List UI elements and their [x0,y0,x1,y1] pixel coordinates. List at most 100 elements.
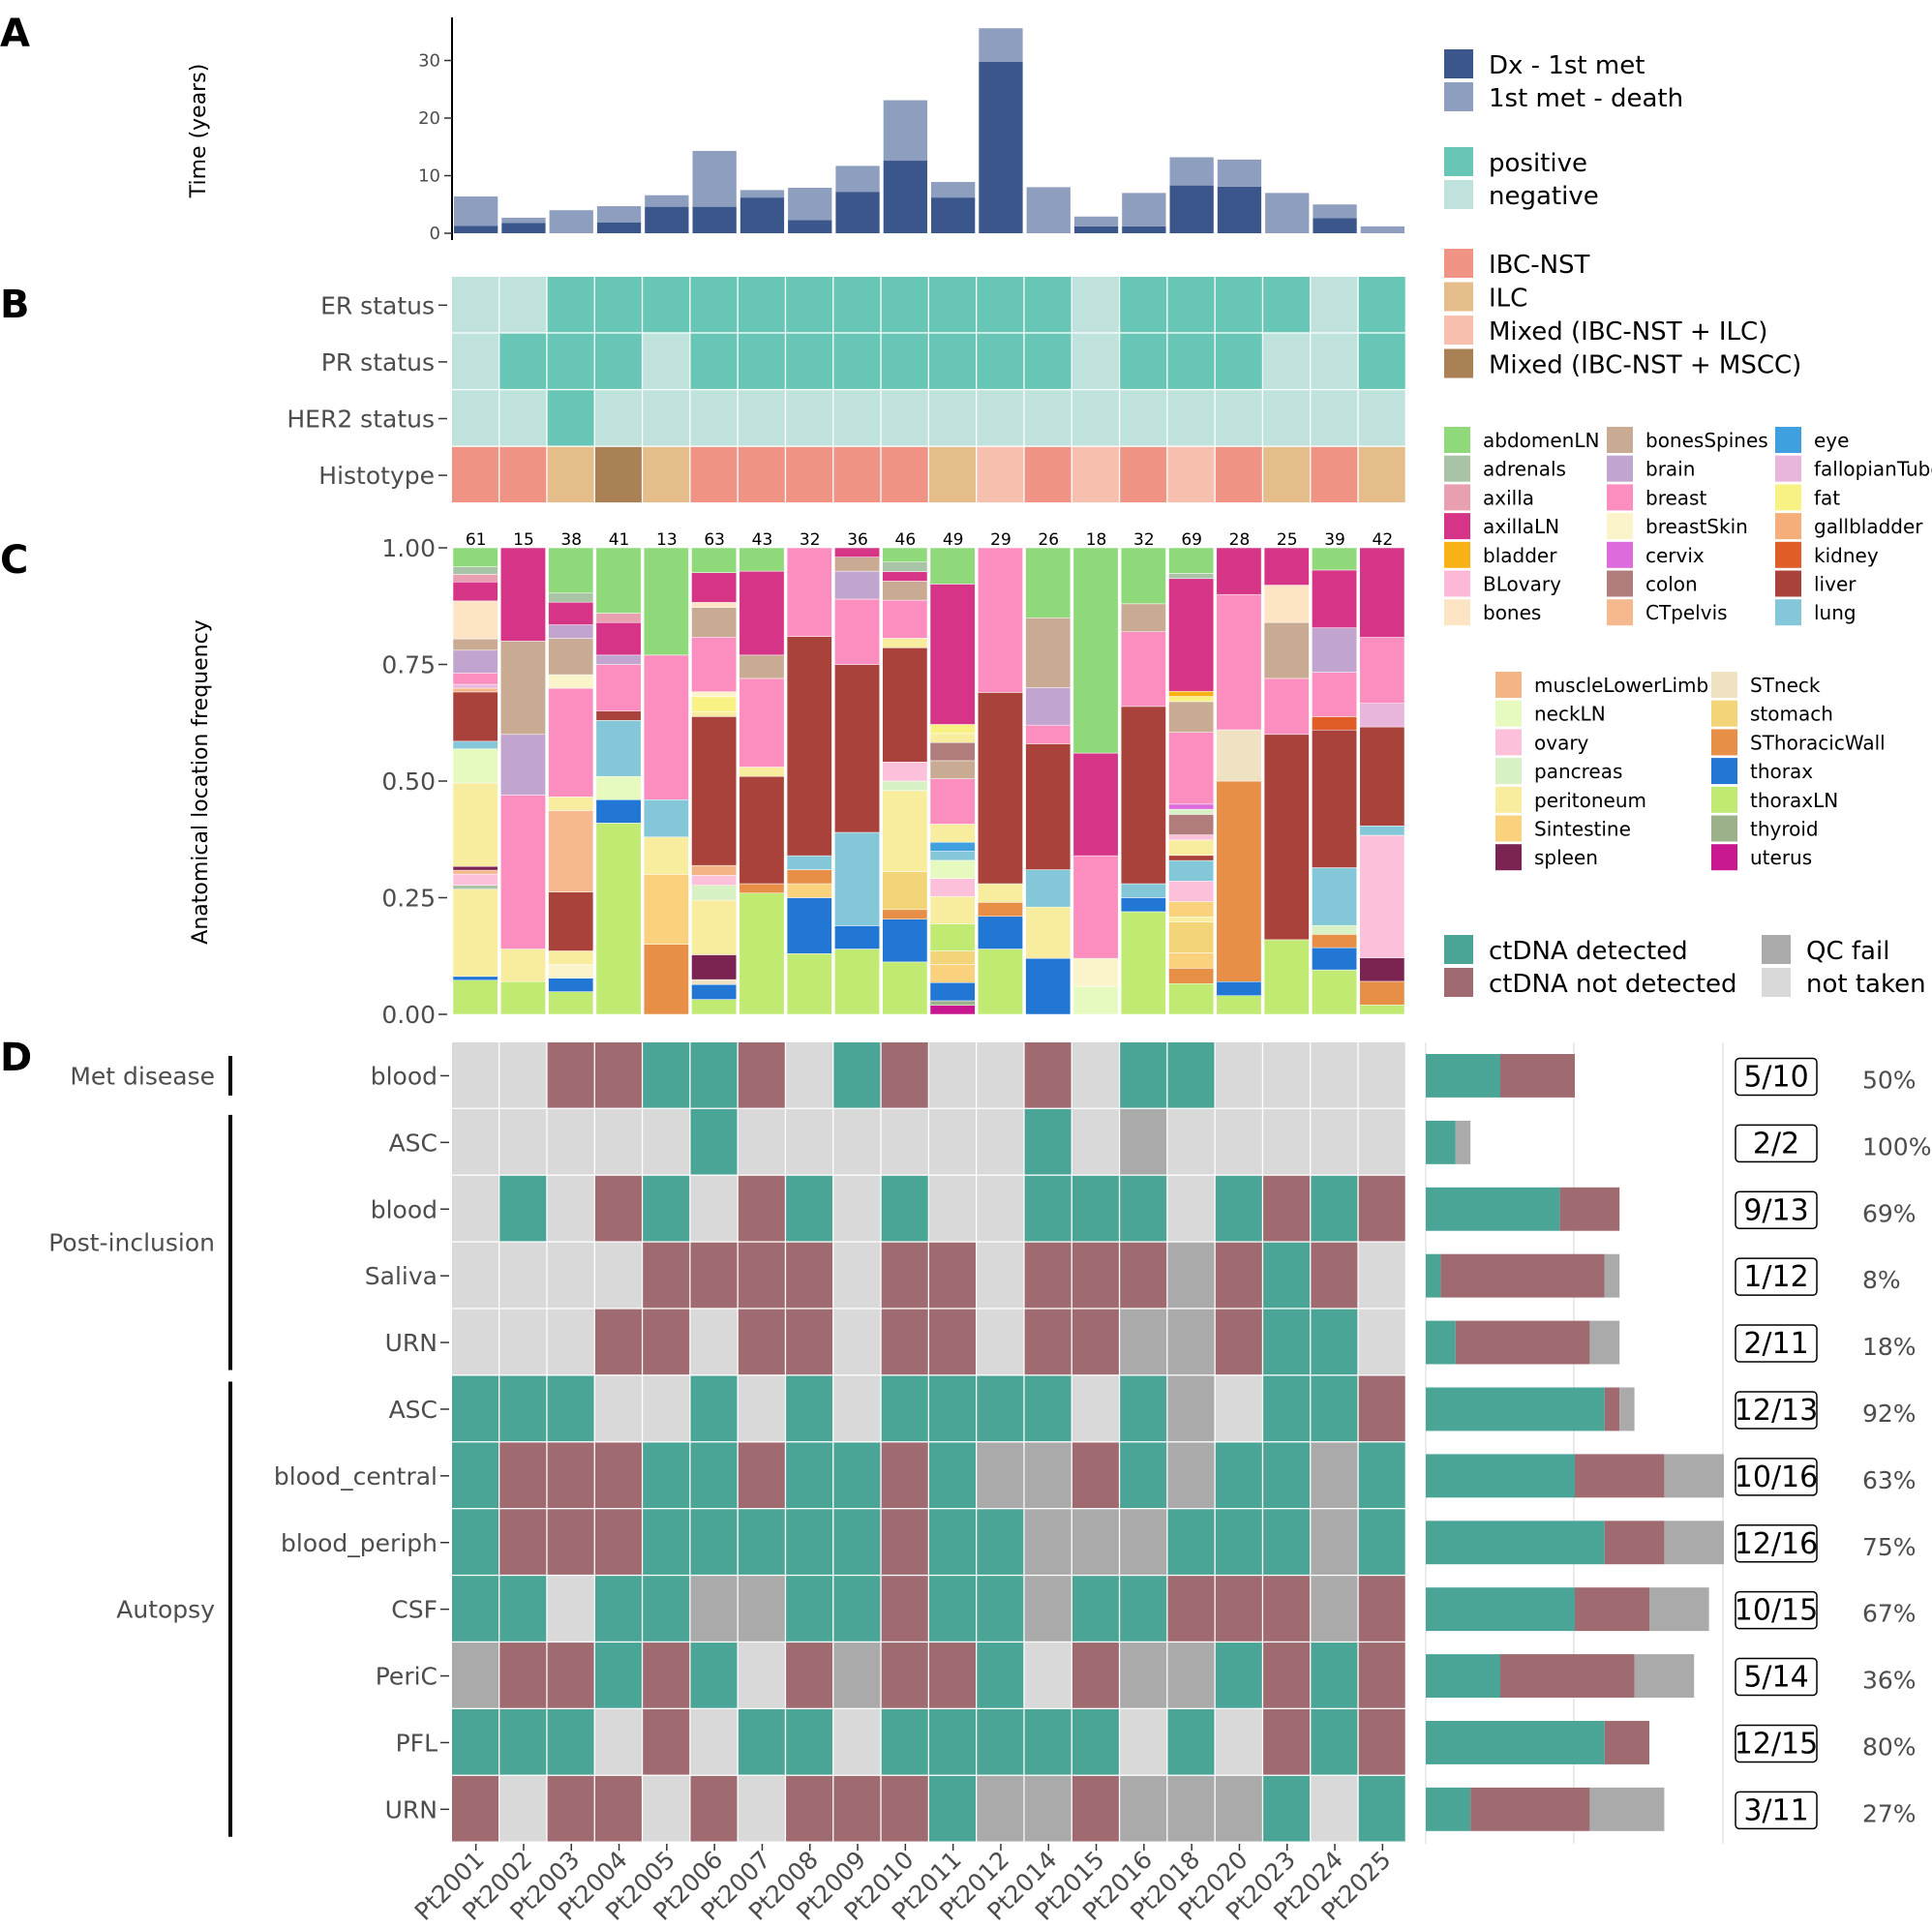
legend-abdomenln-label: abdomenLN [1483,429,1599,452]
segment-pt2011-neckln [929,859,976,879]
segment-pt2024-axillaln [1312,569,1357,628]
cell-pt2006-histotype [690,446,738,503]
row-label-er-status: ER status [320,291,435,319]
cell-pt2024-urn [1311,1309,1358,1375]
cell-pt2006-peric [690,1642,738,1708]
cell-pt2006-pfl [690,1709,738,1775]
segment-pt2009-breast [834,598,880,665]
segment-pt2002-breast [500,795,546,949]
legend-eye-swatch [1775,427,1801,453]
segment-pt2012-liver [978,692,1023,885]
group-label-met-disease: Met disease [70,1062,215,1090]
cell-pt2020-urn [1215,1309,1262,1375]
cell-pt2015-pfl [1072,1709,1119,1775]
y-axis-label: Time (years) [187,64,211,199]
bar-pt2009-dx [835,192,880,233]
segment-pt2003-breast [548,687,594,798]
cell-pt2012-blood-central [977,1442,1024,1508]
segment-pt2020-stneck [1216,729,1262,782]
legend-ctdna-detected-label: ctDNA detected [1489,937,1688,966]
row-label-blood: blood [371,1062,438,1090]
legend-mixed-ibc-nst-ilc-swatch [1444,316,1473,345]
segment-pt2012-peritoneum [978,883,1023,903]
cell-pt2001-urn [452,1775,498,1842]
legend-neckln-label: neckLN [1534,703,1606,726]
cell-pt2004-pfl [594,1709,642,1775]
cell-pt2005-histotype [643,446,690,503]
cell-pt2005-asc [643,1108,690,1175]
cell-pt2020-urn [1215,1775,1262,1842]
y-tick-label: 0 [430,224,440,244]
cell-pt2001-her2-status [452,390,498,446]
ratio-label: 10/16 [1735,1461,1818,1494]
cell-pt2016-saliva [1120,1242,1167,1309]
cell-pt2002-pr-status [499,333,547,389]
cell-pt2006-blood [690,1175,738,1242]
cell-pt2011-blood [929,1175,976,1242]
segment-pt2014-liver [1025,743,1072,870]
y-tick-label: 0.75 [381,651,436,679]
cell-pt2018-histotype [1167,446,1215,503]
bar-pt2024-met [1313,204,1357,219]
legend-blovary-swatch [1444,570,1470,597]
cell-pt2004-pr-status [594,333,642,389]
cell-pt2002-blood-periph [499,1509,547,1575]
cell-pt2006-urn [690,1775,738,1842]
cell-pt2006-csf [690,1576,738,1642]
segment-pt2010-adrenals [882,561,928,572]
cell-pt2015-er-status [1072,277,1119,333]
cell-pt2006-urn [690,1309,738,1375]
cell-pt2006-asc [690,1108,738,1175]
segment-pt2001-fallopiantube [452,683,498,689]
cell-pt2023-asc [1263,1375,1311,1442]
cell-pt2004-her2-status [594,390,642,446]
legend-bonesspines-label: bonesSpines [1645,429,1768,452]
segment-pt2012-thoraxln [978,949,1023,1015]
segment-pt2011-peritoneum [929,733,976,743]
cell-pt2009-asc [833,1375,881,1442]
segment-pt2005-sintestine [643,874,689,945]
cell-pt2007-urn [738,1775,785,1842]
segment-pt2001-axillaln [452,582,498,602]
bar-pt2016-met [1122,193,1166,226]
segment-pt2007-axillaln [739,570,785,656]
segment-pt2016-abdomenln [1120,547,1166,605]
segment-pt2011-thyroid [929,1000,976,1006]
cell-pt2020-her2-status [1215,390,1262,446]
count-label-pt2001: 61 [466,530,487,550]
cell-pt2023-blood [1263,1042,1311,1108]
segment-pt2003-liver [548,891,594,951]
segment-pt2001-spleen [452,865,498,871]
cell-pt2015-histotype [1072,446,1119,503]
summary-bar-pfl-N [1604,1721,1649,1764]
segment-pt2003-ctpelvis [548,810,594,892]
legend-ilc-label: ILC [1489,285,1527,314]
cell-pt2015-urn [1072,1309,1119,1375]
cell-pt2004-asc [594,1375,642,1442]
count-label-pt2002: 15 [513,530,534,550]
segment-pt2024-thoraxln [1312,969,1357,1015]
cell-pt2003-blood-central [547,1442,594,1508]
cell-pt2009-blood [833,1175,881,1242]
legend-ovary-label: ovary [1534,731,1589,754]
summary-bar-peric-D [1426,1654,1500,1698]
legend-dx-first-met-swatch [1444,49,1473,78]
segment-pt2025-lung [1359,826,1405,836]
legend-thorax-swatch [1711,758,1737,785]
segment-pt2004-neckln [595,775,642,800]
cell-pt2001-er-status [452,277,498,333]
legend-positive-label: positive [1489,149,1587,178]
cell-pt2014-histotype [1024,446,1072,503]
cell-pt2018-urn [1167,1309,1215,1375]
ratio-box [1735,1791,1818,1830]
cell-pt2003-histotype [547,446,594,503]
cell-pt2004-asc [594,1108,642,1175]
segment-pt2023-breast [1263,678,1310,736]
legend-ibc-nst-swatch [1444,249,1473,278]
row-label-pr-status: PR status [321,348,435,377]
legend-abdomenln-swatch [1444,427,1470,453]
cell-pt2009-blood-periph [833,1509,881,1575]
segment-pt2016-breast [1120,631,1166,708]
cell-pt2023-blood-central [1263,1442,1311,1508]
cell-pt2011-urn [929,1309,976,1375]
